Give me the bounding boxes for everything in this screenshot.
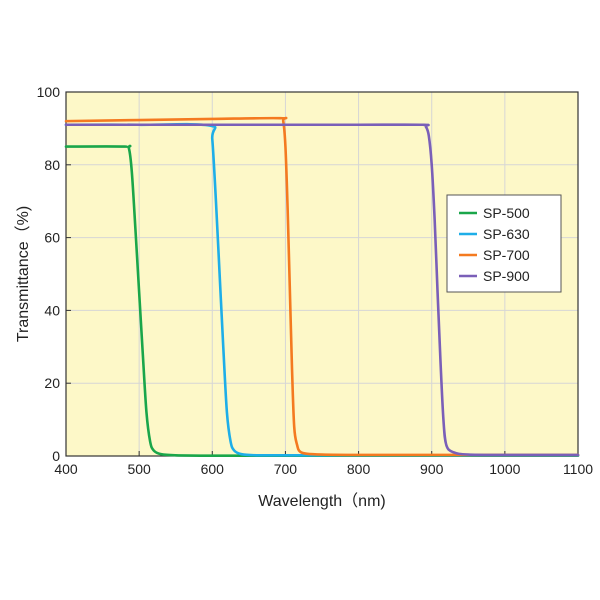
x-tick-label: 1100 bbox=[563, 461, 593, 477]
y-tick-label: 80 bbox=[44, 157, 60, 173]
x-axis-title: Wavelength（nm) bbox=[258, 492, 385, 510]
x-tick-label: 700 bbox=[274, 461, 298, 477]
y-tick-label: 60 bbox=[44, 230, 60, 246]
y-tick-label: 40 bbox=[44, 302, 60, 318]
ticks: 400 500 600 700 800 900 1000 1100 0 20 40 60 80 100 bbox=[37, 84, 594, 477]
legend-label-sp-700: SP-700 bbox=[483, 247, 530, 263]
legend-label-sp-900: SP-900 bbox=[483, 268, 530, 284]
y-tick-label: 20 bbox=[44, 375, 60, 391]
x-tick-label: 900 bbox=[420, 461, 444, 477]
legend: SP-500 SP-630 SP-700 SP-900 bbox=[446, 194, 562, 293]
x-tick-label: 400 bbox=[54, 461, 78, 477]
series-lines bbox=[64, 116, 580, 457]
y-tick-label: 0 bbox=[52, 448, 60, 464]
x-tick-label: 800 bbox=[347, 461, 371, 477]
series-line-sp-700 bbox=[64, 116, 580, 457]
y-tick-label: 100 bbox=[37, 84, 61, 100]
series-line-sp-900 bbox=[64, 123, 580, 457]
y-axis-title: Transmittance（%) bbox=[14, 206, 32, 342]
x-tick-label: 1000 bbox=[489, 461, 520, 477]
legend-label-sp-630: SP-630 bbox=[483, 226, 530, 242]
x-tick-label: 600 bbox=[201, 461, 225, 477]
legend-label-sp-500: SP-500 bbox=[483, 205, 530, 221]
x-tick-label: 500 bbox=[127, 461, 151, 477]
